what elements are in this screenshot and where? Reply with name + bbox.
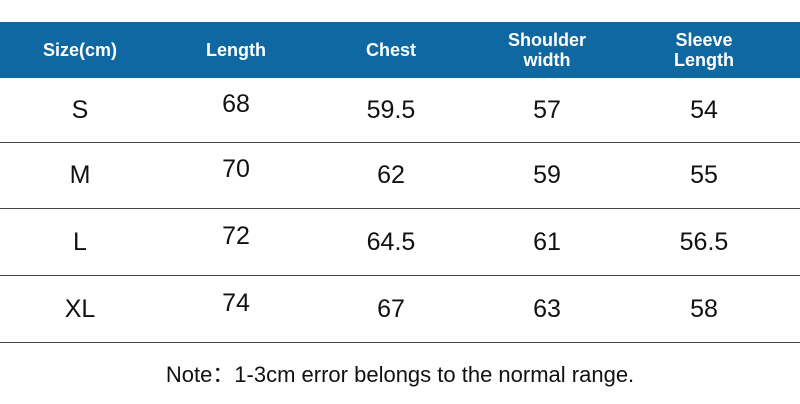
row-divider: [0, 142, 800, 143]
note: Note：1-3cm error belongs to the normal r…: [165, 362, 635, 387]
value-cell: 63: [533, 294, 561, 323]
value-cell: 59.5: [366, 96, 416, 124]
size-label: L: [73, 227, 87, 256]
value-cell: 57: [533, 96, 561, 124]
header-band: [0, 22, 800, 78]
value-cell: 62: [377, 161, 405, 189]
value-cell: 74: [222, 288, 250, 317]
value-cell: 67: [377, 294, 405, 323]
value-cell: 56.5: [679, 227, 729, 256]
size-label: XL: [64, 294, 96, 323]
value-cell: 61: [533, 227, 561, 256]
value-cell: 58: [690, 294, 718, 323]
value-cell: 68: [222, 90, 250, 118]
value-cell: 54: [690, 96, 718, 124]
row-divider: [0, 275, 800, 276]
header-cell: Size(cm): [42, 40, 118, 60]
header-cell: Length: [206, 40, 266, 60]
value-cell: 70: [222, 155, 250, 183]
value-cell: 72: [222, 221, 250, 250]
header-cell: Sleeve Length: [674, 30, 734, 70]
value-cell: 55: [690, 161, 718, 189]
size-label: M: [69, 161, 91, 189]
row-divider: [0, 342, 800, 343]
value-cell: 64.5: [366, 227, 416, 256]
size-label: S: [71, 96, 89, 124]
header-cell: Shoulder width: [507, 30, 586, 70]
row-divider: [0, 208, 800, 209]
value-cell: 59: [533, 161, 561, 189]
header-cell: Chest: [365, 40, 416, 60]
